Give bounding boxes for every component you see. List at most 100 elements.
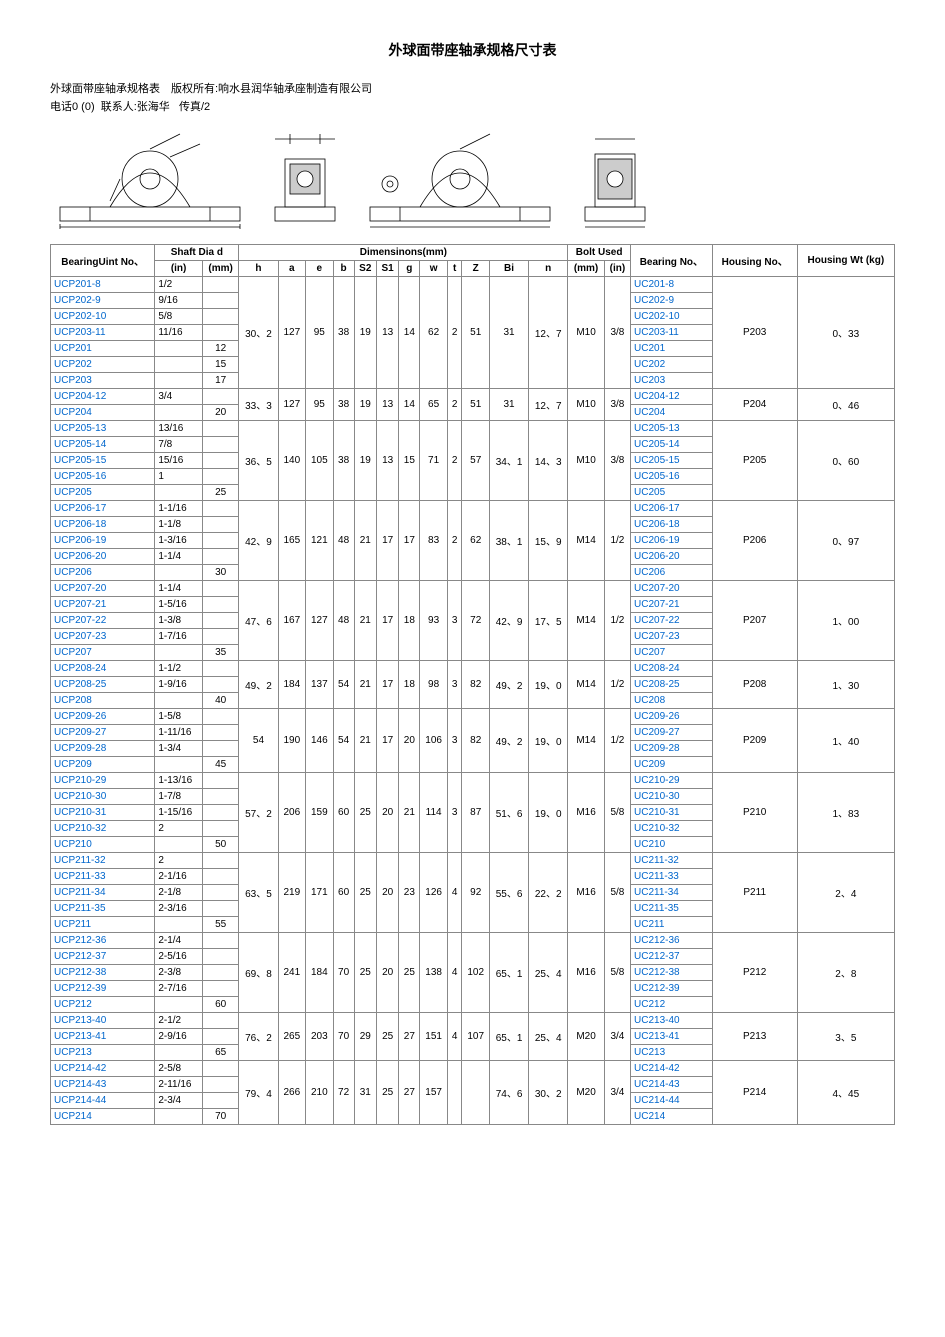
cell-bearing-no: UC205-15 <box>631 453 713 469</box>
cell-shaft-in <box>155 485 203 501</box>
cell-housing-wt: 1、83 <box>797 773 894 853</box>
cell-shaft-in: 1-5/8 <box>155 709 203 725</box>
cell-dim: 15 <box>399 421 420 501</box>
cell-bearing-no: UC207-23 <box>631 629 713 645</box>
cell-dim: 140 <box>278 421 306 501</box>
th-dims: Dimensinons(mm) <box>239 245 568 261</box>
table-row: UCP211-32263、52191716025202312649255、622… <box>51 853 895 869</box>
cell-shaft-mm <box>202 309 239 325</box>
cell-dim: 30、2 <box>239 277 278 389</box>
cell-dim: 19、0 <box>529 661 568 709</box>
cell-shaft-in <box>155 1045 203 1061</box>
cell-bearing-no: UC211-34 <box>631 885 713 901</box>
cell-housing-no: P214 <box>712 1061 797 1125</box>
cell-bearing-no: UC214-43 <box>631 1077 713 1093</box>
cell-dim: 33、3 <box>239 389 278 421</box>
cell-dim: 266 <box>278 1061 306 1125</box>
cell-bearing-no: UC210-30 <box>631 789 713 805</box>
cell-shaft-in: 9/16 <box>155 293 203 309</box>
cell-dim: 171 <box>306 853 334 933</box>
cell-dim: 57 <box>462 421 490 501</box>
cell-unit-no: UCP210 <box>51 837 155 853</box>
cell-shaft-in: 1-7/16 <box>155 629 203 645</box>
cell-shaft-in <box>155 1109 203 1125</box>
cell-shaft-in: 15/16 <box>155 453 203 469</box>
cell-shaft-mm: 20 <box>202 405 239 421</box>
cell-dim: 49、2 <box>489 709 528 773</box>
cell-shaft-mm <box>202 1061 239 1077</box>
fax-label: 传真 <box>179 101 201 113</box>
cell-shaft-mm: 45 <box>202 757 239 773</box>
cell-unit-no: UCP203-11 <box>51 325 155 341</box>
cell-shaft-in: 1-3/4 <box>155 741 203 757</box>
cell-housing-no: P204 <box>712 389 797 421</box>
cell-housing-no: P209 <box>712 709 797 773</box>
cell-housing-no: P211 <box>712 853 797 933</box>
cell-unit-no: UCP205-13 <box>51 421 155 437</box>
cell-shaft-mm <box>202 661 239 677</box>
cell-bearing-no: UC202-9 <box>631 293 713 309</box>
cell-bearing-no: UC210 <box>631 837 713 853</box>
th-t: t <box>447 261 462 277</box>
cell-dim: 127 <box>278 277 306 389</box>
cell-dim: 79、4 <box>239 1061 278 1125</box>
phone-label: 电话 <box>50 101 72 113</box>
cell-shaft-in: 1/2 <box>155 277 203 293</box>
cell-dim: 1/2 <box>604 501 630 581</box>
page-title: 外球面带座轴承规格尺寸表 <box>50 40 895 60</box>
cell-dim: 31 <box>489 277 528 389</box>
cell-shaft-mm <box>202 469 239 485</box>
cell-dim: 38 <box>333 389 354 421</box>
cell-shaft-in: 1-1/16 <box>155 501 203 517</box>
cell-bearing-no: UC204-12 <box>631 389 713 405</box>
cell-dim: 30、2 <box>529 1061 568 1125</box>
cell-dim: 159 <box>306 773 334 853</box>
cell-unit-no: UCP214-44 <box>51 1093 155 1109</box>
cell-dim: 21 <box>399 773 420 853</box>
cell-dim: 19 <box>354 421 376 501</box>
cell-unit-no: UCP205-16 <box>51 469 155 485</box>
cell-unit-no: UCP212-38 <box>51 965 155 981</box>
cell-unit-no: UCP205-15 <box>51 453 155 469</box>
cell-housing-wt: 2、8 <box>797 933 894 1013</box>
cell-shaft-in <box>155 357 203 373</box>
table-row: UCP214-422-5/879、42662107231252715774、63… <box>51 1061 895 1077</box>
cell-bearing-no: UC209-27 <box>631 725 713 741</box>
cell-shaft-mm <box>202 725 239 741</box>
cell-dim: 34、1 <box>489 421 528 501</box>
cell-dim: 190 <box>278 709 306 773</box>
cell-dim: 98 <box>420 661 448 709</box>
cell-bearing-no: UC209 <box>631 757 713 773</box>
cell-bearing-no: UC212-37 <box>631 949 713 965</box>
cell-dim: 25、4 <box>529 1013 568 1061</box>
cell-dim: 107 <box>462 1013 490 1061</box>
th-s1: S1 <box>376 261 398 277</box>
cell-bearing-no: UC207-22 <box>631 613 713 629</box>
cell-dim: 83 <box>420 501 448 581</box>
th-bearing-no: Bearing No、 <box>631 245 713 277</box>
cell-unit-no: UCP209-27 <box>51 725 155 741</box>
cell-bearing-no: UC202-10 <box>631 309 713 325</box>
cell-bearing-no: UC205-16 <box>631 469 713 485</box>
cell-housing-wt: 2、4 <box>797 853 894 933</box>
cell-shaft-mm: 30 <box>202 565 239 581</box>
cell-bearing-no: UC202 <box>631 357 713 373</box>
cell-bearing-no: UC206-20 <box>631 549 713 565</box>
cell-bearing-no: UC208-24 <box>631 661 713 677</box>
cell-dim: 31 <box>354 1061 376 1125</box>
cell-bearing-no: UC206-18 <box>631 517 713 533</box>
cell-dim: 21 <box>354 709 376 773</box>
cell-dim: M16 <box>568 773 605 853</box>
cell-unit-no: UCP207-22 <box>51 613 155 629</box>
cell-dim: 70 <box>333 1013 354 1061</box>
cell-dim: 62 <box>462 501 490 581</box>
cell-dim: 3/4 <box>604 1061 630 1125</box>
cell-shaft-in <box>155 341 203 357</box>
cell-shaft-mm <box>202 901 239 917</box>
cell-dim: 5/8 <box>604 773 630 853</box>
cell-dim: 3/8 <box>604 277 630 389</box>
cell-shaft-mm <box>202 821 239 837</box>
cell-bearing-no: UC212-39 <box>631 981 713 997</box>
cell-shaft-mm <box>202 277 239 293</box>
cell-unit-no: UCP211-32 <box>51 853 155 869</box>
